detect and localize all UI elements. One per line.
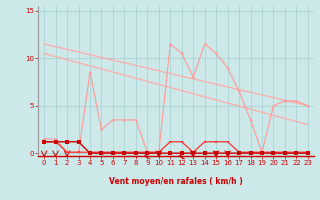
X-axis label: Vent moyen/en rafales ( km/h ): Vent moyen/en rafales ( km/h ) (109, 177, 243, 186)
